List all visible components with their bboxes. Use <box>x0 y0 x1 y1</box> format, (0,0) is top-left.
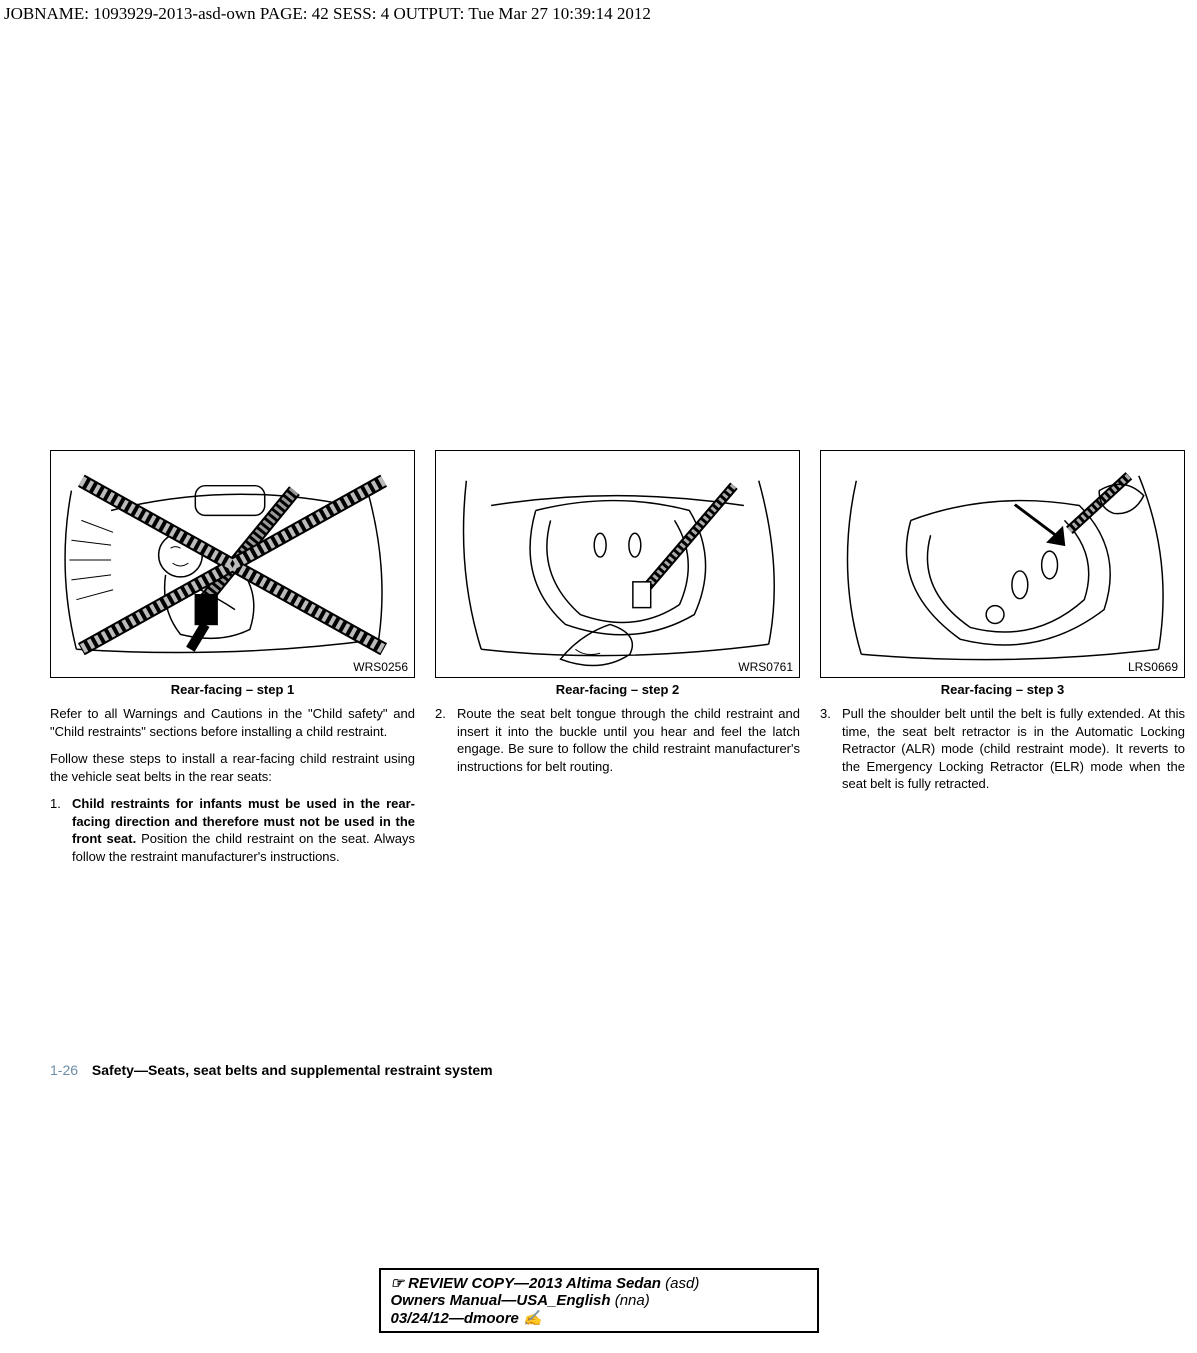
list-num-3: 3. <box>820 705 842 793</box>
list-item-3: 3. Pull the shoulder belt until the belt… <box>820 705 1185 793</box>
caption-step2: Rear-facing – step 2 <box>435 682 800 697</box>
figure-label-2: WRS0761 <box>738 660 793 674</box>
review-l1b: 2013 Altima Sedan <box>529 1275 665 1292</box>
jobname-header: JOBNAME: 1093929-2013-asd-own PAGE: 42 S… <box>4 4 651 24</box>
review-l3b: ✍ <box>523 1310 542 1327</box>
review-l2a: Owners Manual—USA_English <box>391 1292 615 1309</box>
list-num-2: 2. <box>435 705 457 775</box>
para-1b: Follow these steps to install a rear-fac… <box>50 750 415 785</box>
caption-step1: Rear-facing – step 1 <box>50 682 415 697</box>
main-content: WRS0256 Rear-facing – step 1 Refer to al… <box>50 450 1197 873</box>
figure-step1: WRS0256 <box>50 450 415 678</box>
list-rest-2: Route the seat belt tongue through the c… <box>457 706 800 774</box>
column-3: LRS0669 Rear-facing – step 3 3. Pull the… <box>820 450 1185 873</box>
list-item-2: 2. Route the seat belt tongue through th… <box>435 705 800 775</box>
review-copy-box: ☞ REVIEW COPY—2013 Altima Sedan (asd) Ow… <box>379 1268 819 1333</box>
page-footer: 1-26 Safety—Seats, seat belts and supple… <box>50 1062 493 1078</box>
column-1: WRS0256 Rear-facing – step 1 Refer to al… <box>50 450 415 873</box>
page-number: 1-26 <box>50 1062 78 1078</box>
para-1a: Refer to all Warnings and Cautions in th… <box>50 705 415 740</box>
review-l2b: (nna) <box>615 1292 650 1309</box>
list-rest-3: Pull the shoulder belt until the belt is… <box>842 706 1185 791</box>
section-title: Safety—Seats, seat belts and supplementa… <box>92 1062 493 1078</box>
figure-step2: WRS0761 <box>435 450 800 678</box>
figure-label-1: WRS0256 <box>353 660 408 674</box>
figure-step3: LRS0669 <box>820 450 1185 678</box>
column-2: WRS0761 Rear-facing – step 2 2. Route th… <box>435 450 800 873</box>
list-num-1: 1. <box>50 795 72 865</box>
review-l1a: ☞ REVIEW COPY— <box>391 1275 529 1292</box>
review-l1c: (asd) <box>665 1275 699 1292</box>
caption-step3: Rear-facing – step 3 <box>820 682 1185 697</box>
figure-label-3: LRS0669 <box>1128 660 1178 674</box>
review-l3a: 03/24/12—dmoore <box>391 1310 524 1327</box>
list-item-1: 1. Child restraints for infants must be … <box>50 795 415 865</box>
